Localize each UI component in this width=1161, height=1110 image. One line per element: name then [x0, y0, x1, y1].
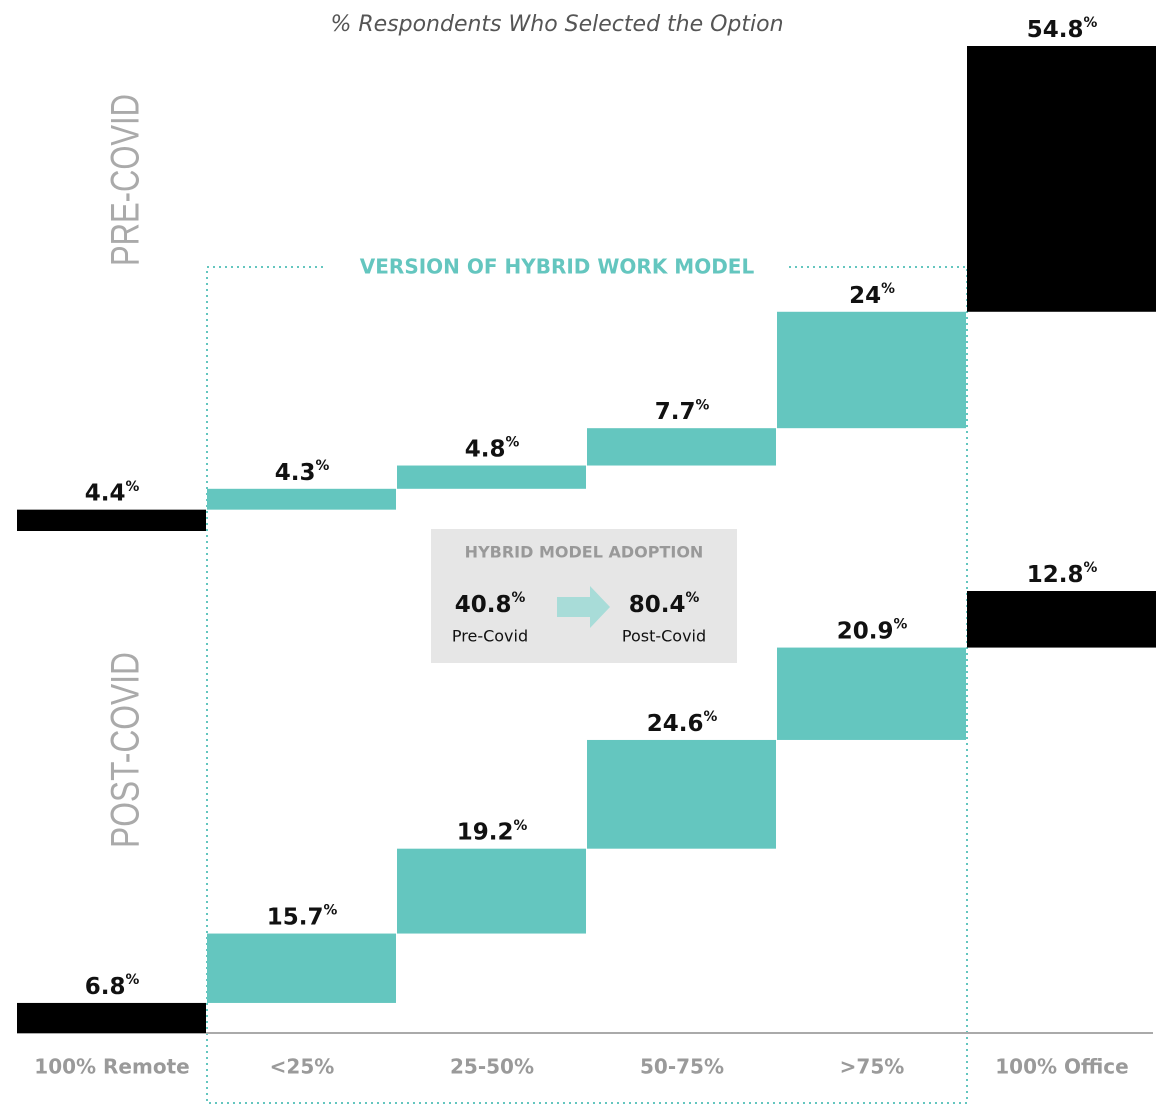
- arrow: [557, 586, 610, 628]
- x-tick-label: 25-50%: [450, 1055, 534, 1079]
- x-tick-label: <25%: [270, 1055, 335, 1079]
- bar: [397, 465, 586, 489]
- bar: [967, 591, 1156, 648]
- bar: [17, 509, 206, 531]
- bar: [587, 428, 776, 466]
- value-label: 4.8%: [465, 435, 520, 462]
- callout-title: HYBRID MODEL ADOPTION: [465, 543, 704, 562]
- group-label: VERSION OF HYBRID WORK MODEL: [360, 255, 755, 279]
- bar: [207, 488, 396, 510]
- x-tick-label: 100% Remote: [34, 1055, 189, 1079]
- bar: [587, 739, 776, 849]
- value-label: 15.7%: [267, 903, 338, 930]
- bar: [17, 1002, 206, 1033]
- bar: [777, 647, 966, 740]
- panel-label: POST-COVID: [104, 652, 148, 848]
- group-label-bg: [325, 253, 789, 281]
- callout-label: Post-Covid: [622, 627, 706, 646]
- callout-label: Pre-Covid: [452, 627, 528, 646]
- value-label: 6.8%: [85, 972, 140, 999]
- value-label: 24.6%: [647, 709, 718, 736]
- chart-title: % Respondents Who Selected the Option: [330, 12, 783, 37]
- value-label: 54.8%: [1027, 15, 1098, 42]
- x-tick-label: 100% Office: [995, 1055, 1128, 1079]
- callout-bg: [431, 529, 737, 663]
- bar: [967, 46, 1156, 312]
- x-tick-label: 50-75%: [640, 1055, 724, 1079]
- value-label: 20.9%: [837, 617, 908, 644]
- value-label: 19.2%: [457, 818, 528, 845]
- value-label: 24%: [849, 281, 895, 308]
- value-label: 4.3%: [275, 458, 330, 485]
- panel-label: PRE-COVID: [104, 94, 148, 266]
- value-label: 12.8%: [1027, 560, 1098, 587]
- value-label: 80.4%: [629, 590, 700, 617]
- x-tick-label: >75%: [840, 1055, 905, 1079]
- bar: [207, 933, 396, 1003]
- value-label: 40.8%: [455, 590, 526, 617]
- value-label: 4.4%: [85, 479, 140, 506]
- bar: [397, 848, 586, 934]
- value-label: 7.7%: [655, 397, 710, 424]
- callout: HYBRID MODEL ADOPTION 40.8% Pre-Covid 80.4…: [431, 529, 737, 663]
- bar: [777, 311, 966, 429]
